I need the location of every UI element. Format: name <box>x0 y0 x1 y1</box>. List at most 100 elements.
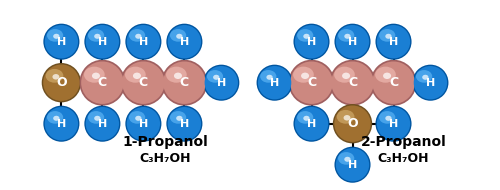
Text: H: H <box>216 78 226 88</box>
Text: H: H <box>98 119 107 129</box>
Ellipse shape <box>170 29 186 42</box>
Text: H: H <box>57 37 66 47</box>
Ellipse shape <box>168 25 201 58</box>
Ellipse shape <box>330 60 376 106</box>
Ellipse shape <box>375 67 396 83</box>
Ellipse shape <box>129 29 145 42</box>
Ellipse shape <box>162 60 208 106</box>
Ellipse shape <box>135 116 141 121</box>
Text: H: H <box>307 119 316 129</box>
Ellipse shape <box>176 116 182 121</box>
Ellipse shape <box>44 24 80 60</box>
Ellipse shape <box>84 67 104 83</box>
Ellipse shape <box>416 70 432 83</box>
Ellipse shape <box>336 25 369 58</box>
Ellipse shape <box>256 65 292 101</box>
Ellipse shape <box>47 111 63 124</box>
Ellipse shape <box>412 65 448 101</box>
Ellipse shape <box>80 60 126 106</box>
Text: C₃H₇OH: C₃H₇OH <box>140 152 192 165</box>
Ellipse shape <box>266 75 272 80</box>
Ellipse shape <box>338 29 354 42</box>
Text: H: H <box>389 37 398 47</box>
Ellipse shape <box>126 107 160 140</box>
Text: H: H <box>307 37 316 47</box>
Ellipse shape <box>86 107 119 140</box>
Ellipse shape <box>207 70 223 83</box>
Ellipse shape <box>122 61 164 104</box>
Text: O: O <box>347 117 358 130</box>
Text: H: H <box>348 37 357 47</box>
Ellipse shape <box>338 152 354 165</box>
Ellipse shape <box>126 24 162 60</box>
Text: H: H <box>426 78 435 88</box>
Ellipse shape <box>333 104 372 143</box>
Ellipse shape <box>377 25 410 58</box>
Ellipse shape <box>334 67 355 83</box>
Ellipse shape <box>342 73 350 79</box>
Ellipse shape <box>370 60 416 106</box>
Ellipse shape <box>304 116 310 121</box>
Ellipse shape <box>213 75 220 80</box>
Ellipse shape <box>170 111 186 124</box>
Ellipse shape <box>344 157 350 162</box>
Ellipse shape <box>260 70 276 83</box>
Ellipse shape <box>344 115 350 120</box>
Ellipse shape <box>297 111 314 124</box>
Ellipse shape <box>42 63 81 102</box>
Text: 1-Propanol: 1-Propanol <box>122 135 208 149</box>
Ellipse shape <box>344 34 350 39</box>
Ellipse shape <box>290 61 333 104</box>
Text: H: H <box>139 37 148 47</box>
Text: H: H <box>348 160 357 170</box>
Ellipse shape <box>372 61 414 104</box>
Ellipse shape <box>379 29 396 42</box>
Ellipse shape <box>422 75 428 80</box>
Ellipse shape <box>376 24 412 60</box>
Text: H: H <box>180 37 189 47</box>
Ellipse shape <box>337 110 354 124</box>
Ellipse shape <box>126 106 162 142</box>
Text: H: H <box>139 119 148 129</box>
Text: O: O <box>56 76 66 89</box>
Ellipse shape <box>376 106 412 142</box>
Ellipse shape <box>81 61 124 104</box>
Ellipse shape <box>135 34 141 39</box>
Text: C: C <box>98 76 107 89</box>
Text: C: C <box>389 76 398 89</box>
Ellipse shape <box>294 106 330 142</box>
Ellipse shape <box>43 64 80 101</box>
Ellipse shape <box>414 66 447 99</box>
Text: H: H <box>270 78 279 88</box>
Ellipse shape <box>46 69 64 83</box>
Ellipse shape <box>332 61 374 104</box>
Ellipse shape <box>53 116 60 121</box>
Ellipse shape <box>84 24 120 60</box>
Ellipse shape <box>166 24 202 60</box>
Ellipse shape <box>176 34 182 39</box>
Ellipse shape <box>94 116 100 121</box>
Ellipse shape <box>168 107 201 140</box>
Text: H: H <box>180 119 189 129</box>
Ellipse shape <box>377 107 410 140</box>
Ellipse shape <box>301 73 309 79</box>
Ellipse shape <box>166 106 202 142</box>
Ellipse shape <box>204 65 240 101</box>
Ellipse shape <box>53 34 60 39</box>
Ellipse shape <box>386 116 392 121</box>
Ellipse shape <box>334 24 370 60</box>
Ellipse shape <box>44 107 78 140</box>
Ellipse shape <box>88 111 104 124</box>
Text: H: H <box>98 37 107 47</box>
Ellipse shape <box>334 105 370 142</box>
Ellipse shape <box>120 60 166 106</box>
Ellipse shape <box>86 25 119 58</box>
Ellipse shape <box>297 29 314 42</box>
Ellipse shape <box>84 106 120 142</box>
Ellipse shape <box>383 73 391 79</box>
Ellipse shape <box>52 74 60 80</box>
Ellipse shape <box>88 29 104 42</box>
Ellipse shape <box>47 29 63 42</box>
Text: C: C <box>180 76 189 89</box>
Ellipse shape <box>293 67 314 83</box>
